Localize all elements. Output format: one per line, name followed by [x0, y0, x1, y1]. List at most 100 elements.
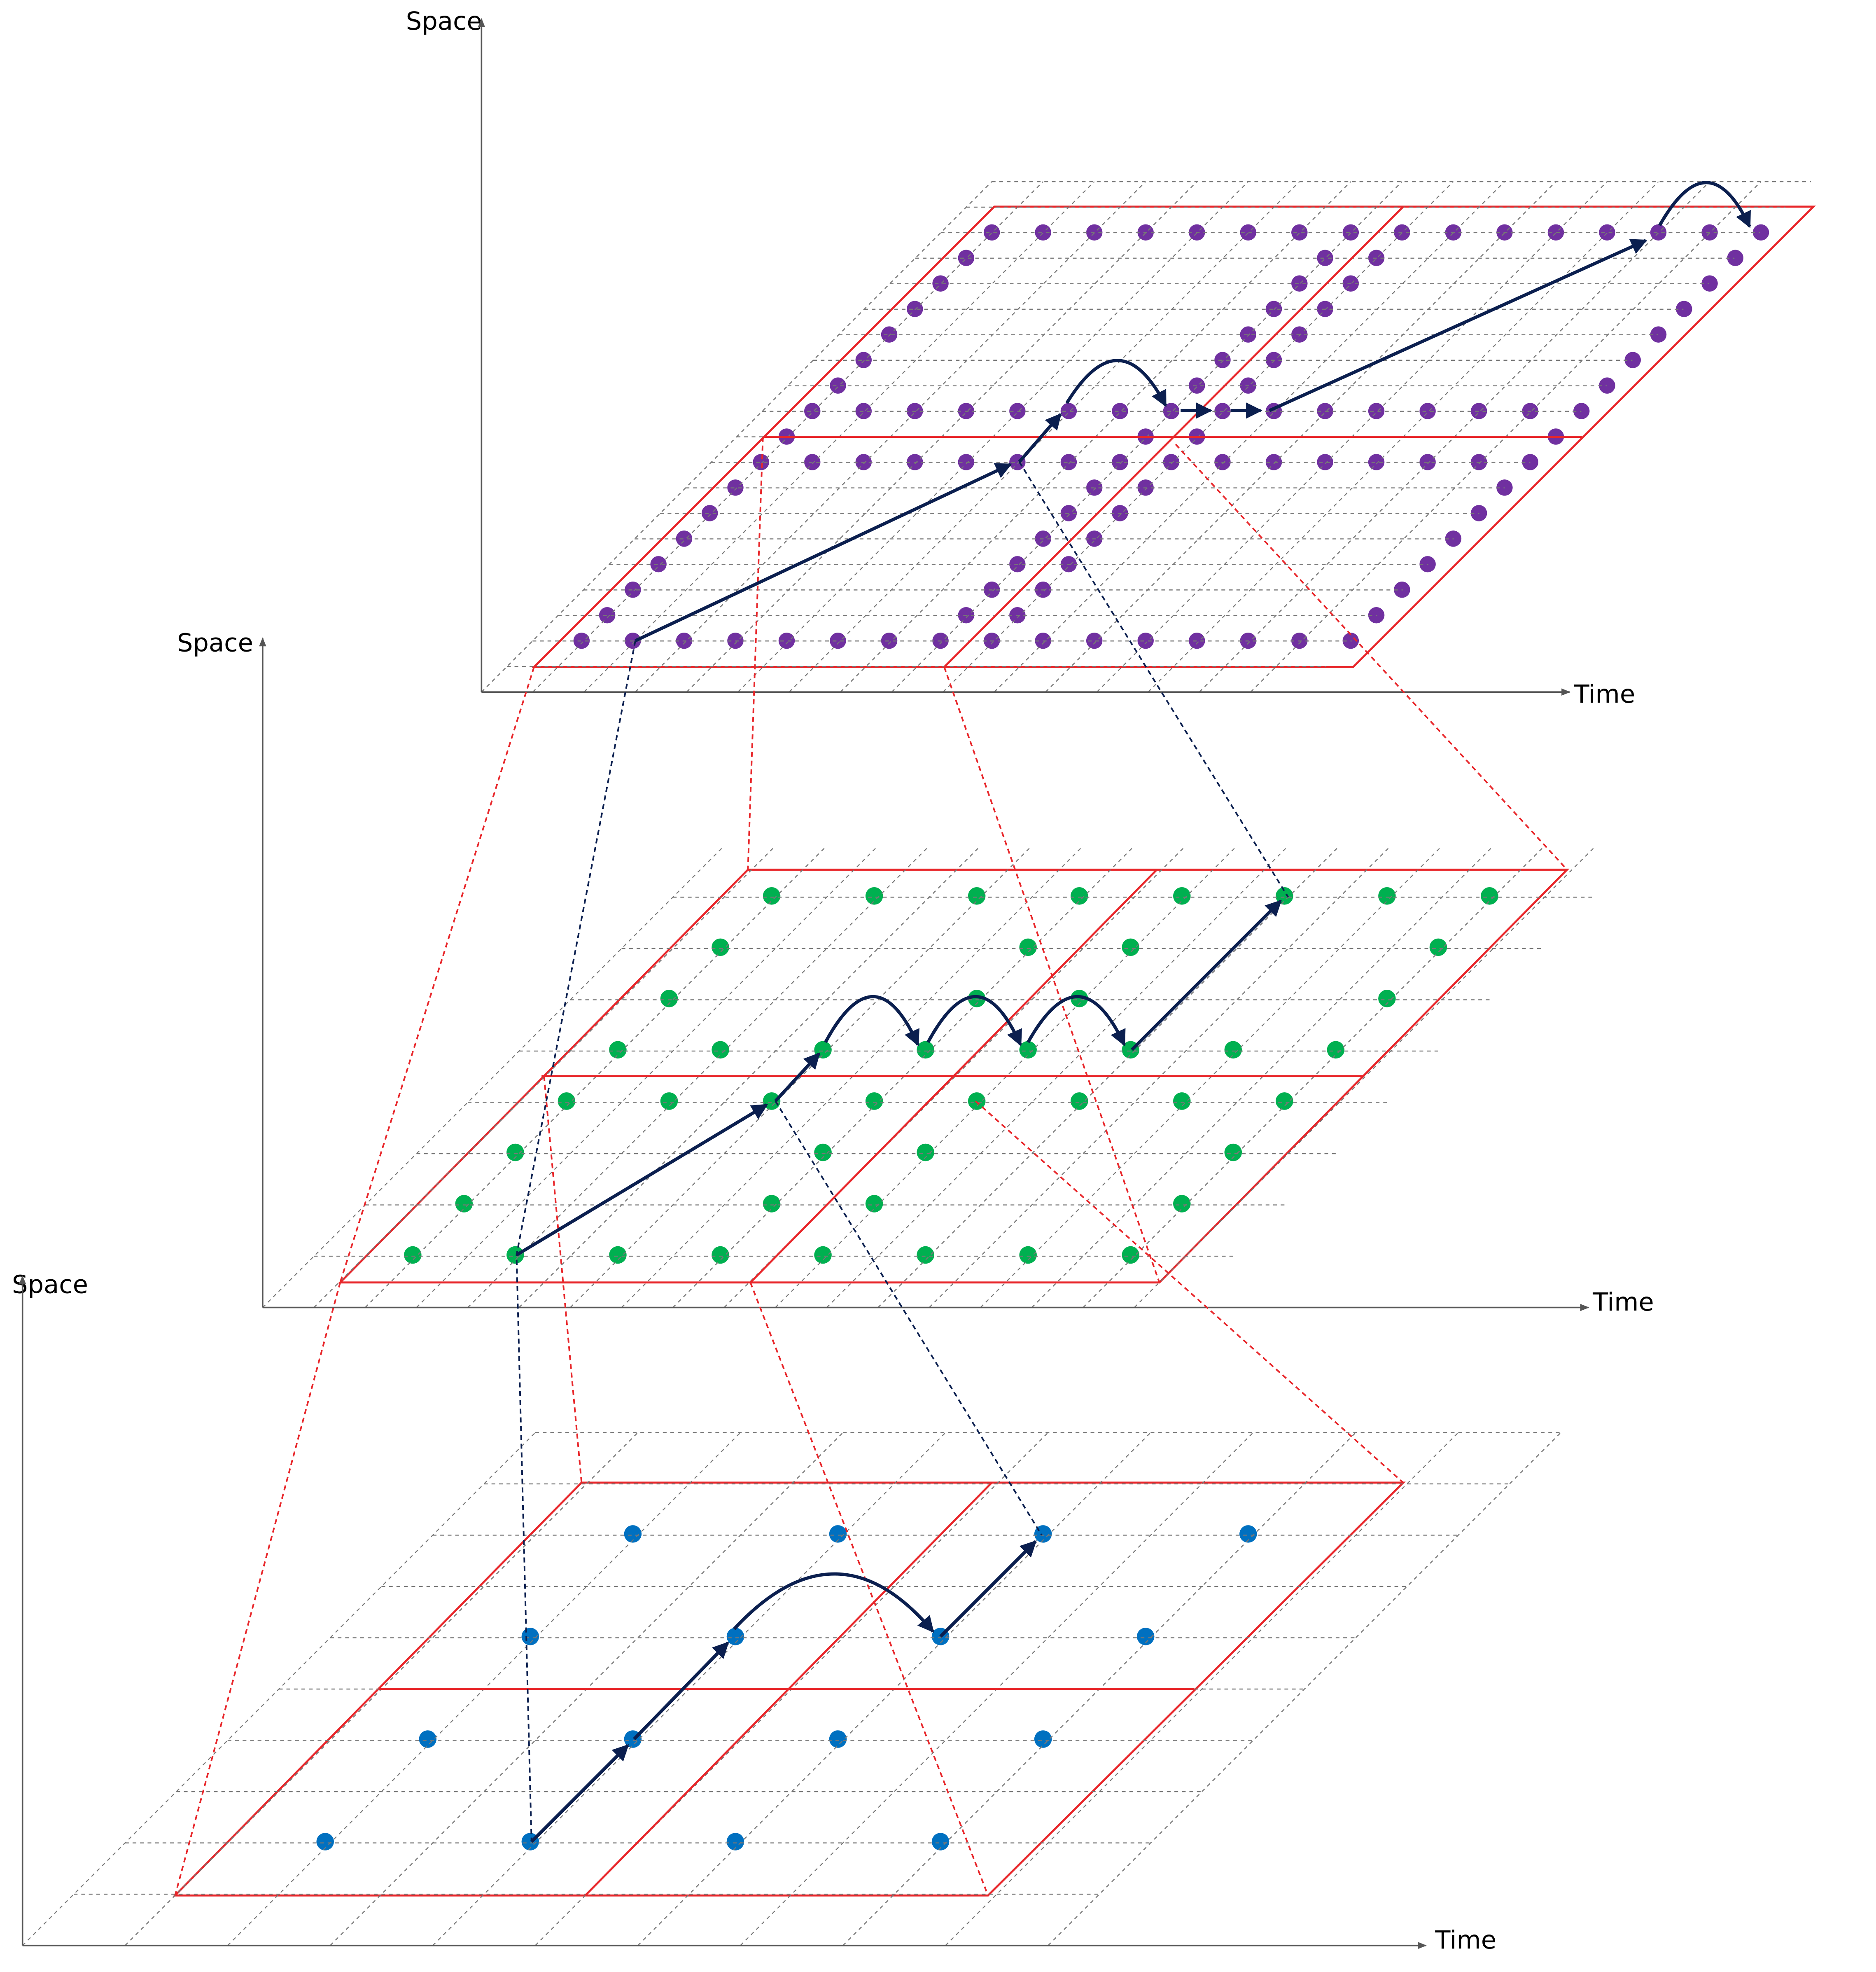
node [907, 301, 923, 317]
grid-col [518, 846, 980, 1308]
node [660, 990, 678, 1007]
grid-col [570, 846, 1031, 1308]
node [1276, 1092, 1293, 1110]
node [958, 454, 975, 470]
path-arrow [633, 1641, 729, 1741]
red-frame [532, 206, 1816, 668]
path-arrow [1130, 900, 1282, 1051]
node [1173, 1092, 1191, 1110]
grid-col [467, 846, 929, 1308]
zoom-link [339, 666, 535, 1283]
grid-col [980, 846, 1441, 1308]
node [1214, 352, 1231, 368]
grid-col [826, 846, 1288, 1308]
node [1265, 454, 1282, 470]
node [1327, 1041, 1345, 1059]
panel: Space Time [406, 7, 1816, 709]
node [1265, 301, 1282, 317]
node [1676, 301, 1692, 317]
path-arrow [939, 1540, 1037, 1638]
node [712, 1246, 729, 1264]
node [1481, 887, 1498, 905]
grid-col [1048, 1432, 1561, 1946]
node [1727, 250, 1744, 266]
node [455, 1195, 473, 1213]
node [1188, 377, 1205, 394]
node [660, 1092, 678, 1110]
node [625, 582, 641, 598]
node [404, 1246, 422, 1264]
path-link [516, 640, 636, 1842]
node [1224, 1143, 1242, 1161]
node [1240, 326, 1257, 343]
grid-col [416, 846, 877, 1308]
path-arrow [516, 1103, 768, 1257]
space-label: Space [12, 1271, 88, 1299]
path-arrow [1018, 413, 1062, 463]
node [1317, 454, 1333, 470]
node [1070, 990, 1088, 1007]
node [763, 887, 781, 905]
node [1419, 403, 1436, 419]
node [712, 938, 729, 956]
zoom-link [174, 1282, 341, 1896]
zoom-link [1175, 444, 1568, 870]
node [968, 990, 986, 1007]
node [1137, 632, 1154, 649]
node [865, 1092, 883, 1110]
node [1112, 403, 1128, 419]
node [829, 1730, 847, 1748]
node [1368, 403, 1385, 419]
time-label: Time [1592, 1288, 1654, 1317]
red-divider [943, 206, 1404, 668]
path-arc [926, 995, 1022, 1047]
grid-col [877, 846, 1339, 1308]
node [1429, 938, 1447, 956]
space-label: Space [177, 629, 253, 657]
node [1701, 275, 1718, 292]
node [753, 454, 769, 470]
node [1624, 352, 1641, 368]
grid-col [365, 846, 826, 1308]
node [1599, 377, 1615, 394]
node [931, 1833, 950, 1851]
node [881, 632, 898, 649]
path-arrow [530, 1744, 629, 1843]
node [1650, 326, 1667, 343]
node [726, 1833, 744, 1851]
path-link [775, 1100, 1043, 1536]
grid-col [1134, 846, 1595, 1308]
node [573, 632, 590, 649]
zoom-link [975, 1100, 1404, 1484]
node [1019, 1041, 1037, 1059]
node [855, 403, 872, 419]
node [712, 1041, 729, 1059]
node [1224, 1041, 1242, 1059]
grid-col [22, 1432, 536, 1946]
node [881, 326, 898, 343]
node [804, 403, 821, 419]
node [506, 1246, 524, 1264]
node [1188, 632, 1205, 649]
node [558, 1092, 576, 1110]
grid-col [945, 1432, 1459, 1946]
node [814, 1246, 832, 1264]
node [1136, 1628, 1155, 1645]
node [917, 1246, 934, 1264]
grid-col [481, 181, 992, 693]
node [968, 1092, 986, 1110]
node [865, 887, 883, 905]
node [917, 1143, 934, 1161]
path-arc [1027, 995, 1126, 1047]
node [1291, 275, 1308, 292]
node [917, 1041, 934, 1059]
path-arc [733, 1572, 934, 1633]
path-arc [1658, 181, 1751, 228]
node [650, 556, 667, 572]
path-arc [824, 995, 920, 1047]
node [599, 607, 616, 624]
node [763, 1195, 781, 1213]
panel: Space Time [12, 1271, 1496, 1955]
node [1070, 887, 1088, 905]
grid-col [621, 846, 1083, 1308]
